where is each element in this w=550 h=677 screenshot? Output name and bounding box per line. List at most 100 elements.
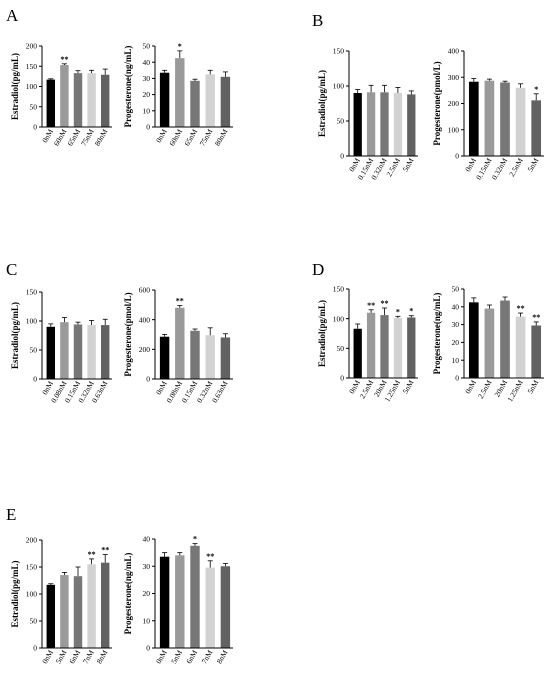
bar [484, 308, 495, 378]
y-tick-label: 200 [26, 536, 38, 545]
bar [87, 325, 96, 379]
bar [46, 79, 56, 127]
x-tick-label: 0.63nM [210, 379, 230, 404]
x-tick-label: 5nM [54, 648, 69, 665]
bar [175, 58, 185, 127]
significance-mark: ** [517, 304, 525, 313]
bar [190, 330, 200, 379]
x-tick-label: 5nM [169, 648, 184, 665]
y-tick-label: 100 [333, 82, 345, 91]
y-tick-label: 10 [452, 356, 460, 365]
y-tick-label: 300 [448, 73, 460, 82]
chart-a-1: 0 10 20 30 40 50 Progesterone(ng/mL) 0nM * 60nM65… [123, 42, 233, 148]
y-axis-label: Progesterone(ng/mL) [123, 553, 133, 635]
x-tick-label: 2.5nM [507, 156, 525, 178]
significance-mark: * [396, 307, 400, 316]
bar [100, 325, 110, 379]
y-tick-label: 100 [333, 314, 345, 323]
bar [468, 302, 479, 378]
significance-mark: * [409, 307, 413, 316]
x-tick-label: 2.5nM [384, 156, 402, 178]
x-tick-label: 6nM [184, 648, 199, 665]
y-tick-label: 0 [33, 644, 37, 653]
x-tick-label: 8nM [215, 648, 230, 665]
y-tick-label: 0 [340, 152, 344, 161]
y-tick-label: 50 [30, 346, 38, 355]
y-tick-label: 100 [26, 317, 38, 326]
bar [407, 94, 416, 156]
y-tick-label: 20 [143, 90, 151, 99]
y-tick-label: 50 [30, 102, 38, 111]
y-tick-label: 40 [143, 58, 151, 67]
y-tick-label: 50 [337, 117, 345, 126]
bar [500, 82, 510, 156]
bar [190, 80, 200, 127]
panel-label-e: E [6, 505, 16, 524]
bar [60, 322, 69, 379]
x-tick-label: 5nM [526, 378, 541, 395]
significance-mark: * [534, 85, 538, 94]
chart-b-2: 050100150Estradiol(pg/mL)0nM0.15nM0.32nM… [317, 47, 418, 181]
bar [484, 80, 495, 156]
bar [159, 336, 170, 379]
x-tick-label: 0nM [154, 379, 169, 396]
bar [220, 566, 231, 648]
x-tick-label: 5nM [401, 378, 416, 395]
y-tick-label: 0 [340, 374, 344, 383]
y-axis-label: Progesterone(ng/mL) [123, 46, 133, 128]
y-tick-label: 30 [452, 320, 460, 329]
y-tick-label: 0 [146, 644, 150, 653]
bar [87, 73, 96, 127]
significance-mark: ** [60, 55, 68, 64]
chart-b-3: 0100200300400Progesterone(pmol/L)0nM0.15… [432, 47, 544, 181]
y-tick-label: 100 [26, 82, 38, 91]
chart-c-4: 050100150Estradiol(pg/mL)0nM0.08nM0.15nM… [10, 288, 112, 404]
y-tick-label: 0 [33, 375, 37, 384]
x-tick-label: 5nM [401, 156, 416, 173]
x-tick-label: 0.32nM [490, 156, 510, 181]
bar [366, 312, 376, 378]
y-tick-label: 0 [455, 152, 459, 161]
y-tick-label: 20 [452, 338, 460, 347]
y-tick-label: 40 [452, 302, 460, 311]
bar [515, 87, 526, 156]
x-tick-label: 80nM [213, 127, 230, 147]
x-tick-label: 0nM [463, 378, 478, 395]
y-tick-label: 30 [143, 562, 151, 571]
y-tick-label: 200 [448, 99, 460, 108]
bar [73, 576, 83, 648]
chart-d-6: 050100150Estradiol(pg/mL)0nM**2.5nM**20n… [317, 285, 418, 403]
bar [353, 328, 362, 378]
bar [159, 556, 170, 648]
y-axis-label: Estradiol(pg/mL) [10, 302, 20, 369]
x-tick-label: 6nM [67, 648, 82, 665]
bar [46, 584, 56, 648]
y-axis-label: Estradiol(pg/mL) [10, 560, 20, 627]
chart-d-7: 01020304050Progesterone(ng/mL)0nM2.5nM20… [432, 285, 544, 403]
y-tick-label: 100 [448, 125, 460, 134]
y-axis-label: Estradiol(pg/mL) [10, 53, 20, 120]
bar [159, 72, 170, 127]
y-tick-label: 150 [333, 285, 345, 294]
x-tick-label: 0nM [154, 648, 169, 665]
bar [393, 93, 403, 156]
bar [100, 74, 110, 127]
bar [407, 317, 416, 378]
bar [73, 324, 83, 379]
y-tick-label: 50 [30, 617, 38, 626]
significance-mark: ** [101, 546, 109, 555]
y-tick-label: 10 [143, 106, 151, 115]
bar [353, 93, 362, 156]
y-axis-label: Estradiol(pg/mL) [317, 70, 327, 137]
panel-label-c: C [6, 260, 17, 279]
chart-c-5: 0200400600Progesterone(pmol/L)0nM**0.08n… [123, 286, 233, 404]
x-tick-label: 80nM [93, 127, 110, 147]
bar [500, 300, 510, 378]
y-tick-label: 40 [143, 535, 151, 544]
y-tick-label: 400 [448, 47, 460, 56]
bar [531, 100, 542, 156]
bar [73, 73, 83, 127]
bar [175, 307, 185, 379]
